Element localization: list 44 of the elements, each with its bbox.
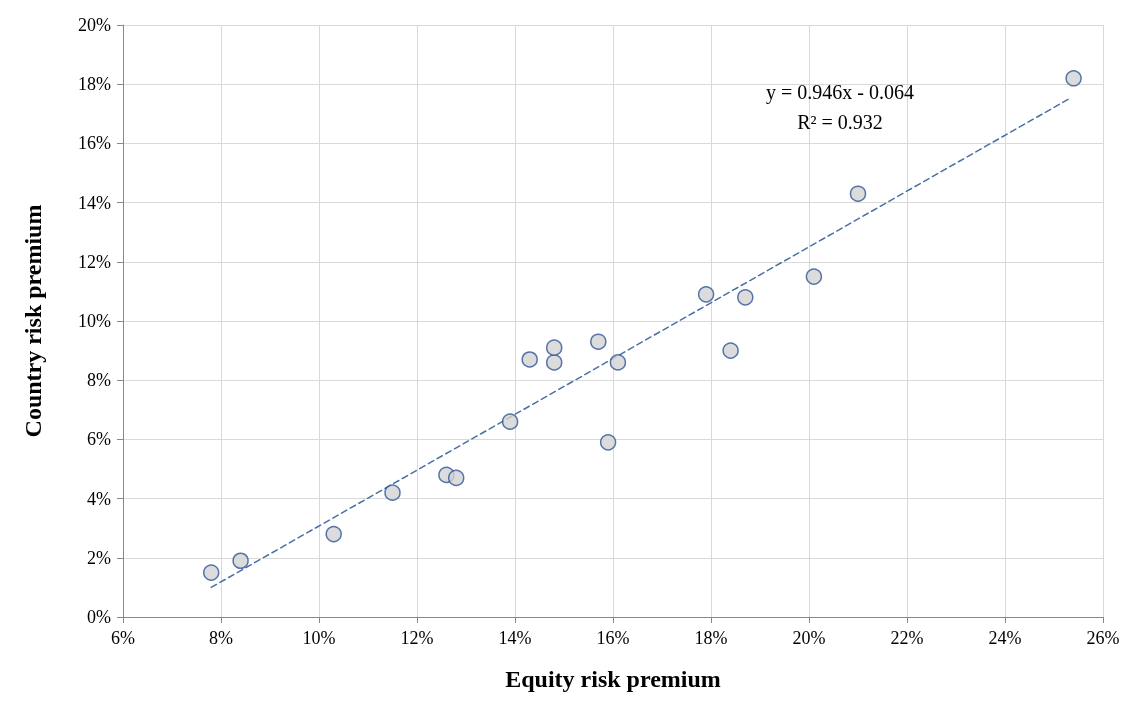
point [545, 339, 563, 356]
x-tick-label: 12% [400, 628, 434, 648]
y-tick-label: 16% [78, 133, 111, 154]
y-tick-label: 4% [87, 488, 111, 509]
point [232, 552, 249, 570]
point [599, 434, 617, 451]
y-tick-label: 6% [87, 429, 111, 450]
point [202, 564, 220, 581]
y-tick-label: 2% [87, 547, 111, 568]
annotation: y = 0.946x - 0.064 [766, 81, 914, 104]
point [384, 484, 401, 501]
x-tick-label: 26% [1086, 628, 1120, 648]
x-tick-label: 16% [596, 628, 630, 648]
x-tick-label: 18% [694, 628, 728, 648]
point [590, 333, 607, 350]
y-tick-label: 12% [78, 251, 111, 272]
point [1065, 70, 1082, 87]
y-tick-label: 14% [78, 192, 111, 213]
y-tick-label: 10% [78, 311, 111, 331]
point [697, 286, 715, 303]
x-tick-label: 8% [209, 628, 233, 648]
point [849, 185, 867, 202]
x-tick-label: 10% [302, 628, 336, 648]
point [447, 469, 465, 487]
y-tick-label: 18% [78, 74, 111, 95]
point [609, 354, 627, 371]
x-tick-label: 6% [111, 628, 135, 648]
point [722, 342, 739, 359]
point [521, 351, 538, 368]
x-tick-label: 24% [988, 628, 1022, 648]
y-tick-label: 8% [87, 370, 111, 391]
point [805, 268, 823, 285]
x-tick-label: 20% [792, 628, 826, 648]
x-axis-title: Equity risk premium [505, 666, 721, 692]
point [737, 289, 754, 306]
point [325, 525, 342, 543]
x-tick-label: 22% [890, 628, 924, 648]
x-tick-label: 14% [498, 628, 532, 648]
y-axis-title: Country risk premium [20, 204, 46, 438]
point [545, 354, 563, 371]
annotation: R² = 0.932 [797, 111, 883, 133]
y-tick-label: 20% [78, 15, 111, 35]
y-tick-label: 0% [87, 607, 111, 627]
point [501, 413, 519, 430]
